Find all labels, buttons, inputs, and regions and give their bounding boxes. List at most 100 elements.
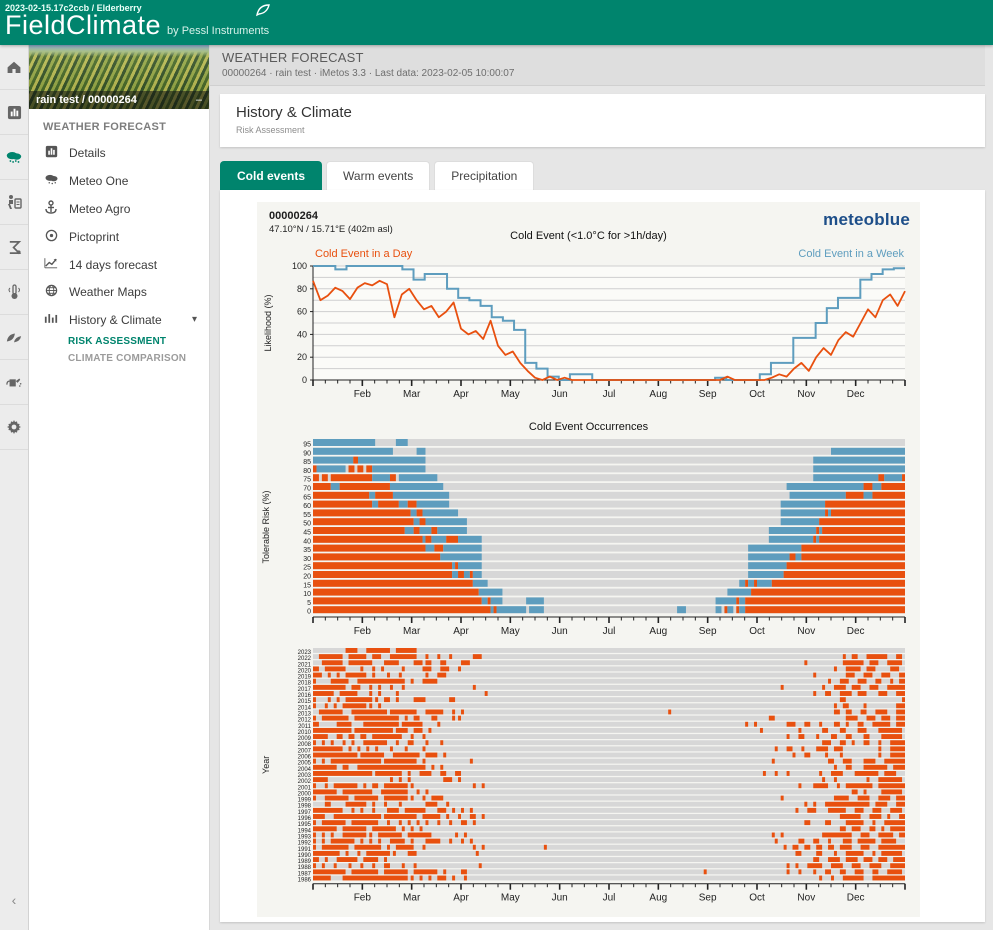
series-label-day: Cold Event in a Day bbox=[315, 248, 412, 260]
app-logo[interactable]: FieldClimate by Pessl Instruments bbox=[5, 10, 269, 41]
pictoprint-icon bbox=[43, 229, 59, 245]
svg-text:Dec: Dec bbox=[847, 626, 865, 637]
svg-text:Jun: Jun bbox=[552, 892, 568, 903]
section-subtitle: Risk Assessment bbox=[236, 125, 969, 135]
svg-text:Tolerable Risk (%): Tolerable Risk (%) bbox=[261, 490, 271, 563]
submenu-item-climate-comparison[interactable]: CLIMATE COMPARISON bbox=[68, 350, 209, 367]
svg-text:85: 85 bbox=[303, 459, 311, 466]
station-name-bar[interactable]: rain test / 00000264 – bbox=[29, 91, 209, 109]
tab-warm-events[interactable]: Warm events bbox=[326, 161, 430, 190]
tab-precipitation[interactable]: Precipitation bbox=[434, 161, 534, 190]
svg-text:2018: 2018 bbox=[298, 680, 312, 686]
menu-label: Weather Maps bbox=[69, 285, 147, 299]
svg-text:Apr: Apr bbox=[453, 389, 469, 400]
svg-text:May: May bbox=[501, 892, 520, 903]
history-climate-submenu: RISK ASSESSMENT CLIMATE COMPARISON bbox=[29, 333, 209, 367]
svg-text:1993: 1993 bbox=[298, 834, 312, 840]
thermometer-icon[interactable] bbox=[0, 270, 28, 315]
logo-subtitle: by Pessl Instruments bbox=[167, 25, 269, 37]
collapse-station-icon[interactable]: – bbox=[196, 94, 202, 106]
tab-cold-events[interactable]: Cold events bbox=[220, 161, 322, 190]
settings-gear-icon[interactable] bbox=[0, 405, 28, 450]
svg-text:100: 100 bbox=[292, 261, 307, 271]
svg-text:80: 80 bbox=[303, 468, 311, 475]
trend-chart-icon bbox=[43, 257, 59, 272]
section-title: History & Climate bbox=[236, 104, 969, 121]
svg-text:2023: 2023 bbox=[298, 650, 312, 656]
menu-label: Meteo One bbox=[69, 174, 128, 188]
svg-text:2005: 2005 bbox=[298, 760, 312, 766]
svg-text:Aug: Aug bbox=[649, 389, 667, 400]
svg-text:1986: 1986 bbox=[298, 877, 312, 883]
svg-text:Jul: Jul bbox=[603, 626, 616, 637]
svg-text:Jun: Jun bbox=[552, 626, 568, 637]
station-info-line: 00000264 · rain test · iMetos 3.3 · Last… bbox=[222, 68, 985, 79]
machinery-icon[interactable] bbox=[0, 180, 28, 225]
disease-leaf-icon[interactable] bbox=[0, 315, 28, 360]
svg-text:2008: 2008 bbox=[298, 742, 312, 748]
leaf-icon bbox=[255, 3, 271, 22]
svg-text:2021: 2021 bbox=[298, 662, 312, 668]
menu-item-pictoprint[interactable]: Pictoprint bbox=[29, 223, 209, 251]
svg-text:1994: 1994 bbox=[298, 828, 312, 834]
svg-text:80: 80 bbox=[297, 283, 307, 293]
svg-text:2000: 2000 bbox=[298, 791, 312, 797]
menu-item-14-days-forecast[interactable]: 14 days forecast bbox=[29, 251, 209, 278]
menu-item-weather-maps[interactable]: Weather Maps bbox=[29, 278, 209, 306]
meteo-agro-icon bbox=[43, 200, 59, 217]
globe-icon bbox=[43, 284, 59, 300]
page-title: WEATHER FORECAST bbox=[222, 50, 985, 65]
svg-text:1990: 1990 bbox=[298, 853, 312, 859]
svg-text:95: 95 bbox=[303, 441, 311, 448]
submenu-item-risk-assessment[interactable]: RISK ASSESSMENT bbox=[68, 333, 209, 350]
chevron-down-icon[interactable]: ▾ bbox=[192, 314, 201, 325]
svg-text:15: 15 bbox=[303, 582, 311, 589]
svg-text:2020: 2020 bbox=[298, 668, 312, 674]
weather-forecast-icon[interactable] bbox=[0, 135, 28, 180]
main-area: WEATHER FORECAST 00000264 · rain test · … bbox=[210, 45, 993, 930]
svg-text:30: 30 bbox=[303, 556, 311, 563]
svg-text:Nov: Nov bbox=[797, 892, 815, 903]
svg-text:2001: 2001 bbox=[298, 785, 312, 791]
svg-text:May: May bbox=[501, 626, 520, 637]
menu-label: History & Climate bbox=[69, 313, 162, 327]
svg-text:Jul: Jul bbox=[603, 892, 616, 903]
menu-item-details[interactable]: Details bbox=[29, 139, 209, 167]
app-header: 2023-02-15.17c2ccb / Elderberry FieldCli… bbox=[0, 0, 993, 45]
svg-text:Year: Year bbox=[261, 755, 271, 773]
svg-text:40: 40 bbox=[297, 329, 307, 339]
svg-text:90: 90 bbox=[303, 450, 311, 457]
svg-text:Aug: Aug bbox=[649, 626, 667, 637]
likelihood-line-chart: 020406080100Likelihood (%)FebMarAprMayJu… bbox=[257, 260, 917, 410]
svg-text:Feb: Feb bbox=[354, 892, 372, 903]
menu-item-meteo-one[interactable]: Meteo One bbox=[29, 167, 209, 194]
station-data-icon[interactable] bbox=[0, 90, 28, 135]
menu-label: Pictoprint bbox=[69, 230, 119, 244]
svg-text:Nov: Nov bbox=[797, 389, 815, 400]
svg-text:2019: 2019 bbox=[298, 674, 312, 680]
svg-text:1998: 1998 bbox=[298, 803, 312, 809]
svg-text:Oct: Oct bbox=[749, 626, 765, 637]
irrigation-icon[interactable] bbox=[0, 360, 28, 405]
svg-text:2016: 2016 bbox=[298, 693, 312, 699]
menu-item-meteo-agro[interactable]: Meteo Agro bbox=[29, 194, 209, 223]
menu-label: Meteo Agro bbox=[69, 202, 130, 216]
svg-text:40: 40 bbox=[303, 538, 311, 545]
station-photo: rain test / 00000264 – bbox=[29, 45, 209, 109]
svg-text:2012: 2012 bbox=[298, 717, 312, 723]
fieldclimate-app: 2023-02-15.17c2ccb / Elderberry FieldCli… bbox=[0, 0, 993, 930]
home-icon[interactable] bbox=[0, 45, 28, 90]
svg-text:Aug: Aug bbox=[649, 892, 667, 903]
svg-text:10: 10 bbox=[303, 591, 311, 598]
svg-text:Oct: Oct bbox=[749, 389, 765, 400]
collapse-sidebar-chevron[interactable]: ‹ bbox=[0, 892, 28, 908]
menu-item-history-climate[interactable]: History & Climate ▾ bbox=[29, 306, 209, 333]
svg-text:50: 50 bbox=[303, 520, 311, 527]
svg-text:20: 20 bbox=[297, 352, 307, 362]
accumulator-sigma-icon[interactable] bbox=[0, 225, 28, 270]
svg-text:70: 70 bbox=[303, 485, 311, 492]
svg-text:Feb: Feb bbox=[354, 389, 372, 400]
svg-text:Sep: Sep bbox=[699, 389, 717, 400]
svg-text:2006: 2006 bbox=[298, 754, 312, 760]
side-panel: rain test / 00000264 – WEATHER FORECAST … bbox=[29, 45, 210, 930]
